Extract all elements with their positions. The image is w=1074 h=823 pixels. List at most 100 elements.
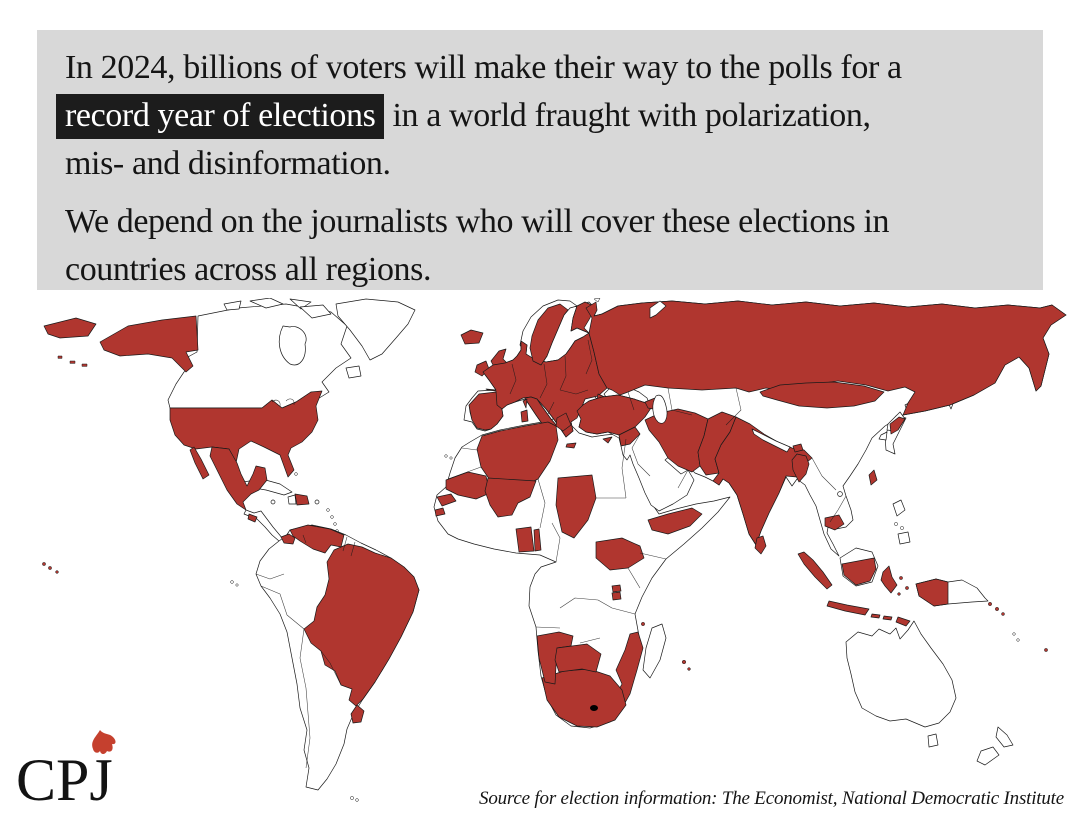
country-mongolia xyxy=(759,381,885,409)
country-indonesia-kalimantan xyxy=(841,557,877,586)
intro-para2-line-1: We depend on the journalists who will co… xyxy=(65,198,1043,246)
country-el-salvador xyxy=(247,513,258,523)
country-united-states xyxy=(169,390,323,478)
island-puerto-rico xyxy=(314,499,320,505)
island-visayas xyxy=(900,526,904,530)
country-south-sudan xyxy=(595,537,645,571)
border-lines-asia xyxy=(627,387,847,523)
island-new-zealand-south xyxy=(976,746,1000,766)
country-mexico xyxy=(209,446,268,511)
intro-line-3: mis- and disinformation. xyxy=(65,140,1043,188)
map-white-overlays xyxy=(590,300,791,711)
country-solomon-islands xyxy=(988,602,992,606)
country-united-states-hawaii xyxy=(48,566,52,570)
highlighted-phrase: record year of elections xyxy=(56,94,385,139)
island-bahamas xyxy=(294,472,298,476)
country-north-korea xyxy=(889,416,906,435)
island-falklands xyxy=(350,796,354,800)
aleutian-islands xyxy=(69,360,76,364)
country-mexico-baja xyxy=(189,446,210,480)
country-guinea-bissau xyxy=(434,507,446,517)
country-nepal xyxy=(751,428,791,453)
island-luzon xyxy=(892,499,906,517)
country-uruguay xyxy=(350,704,365,724)
island-newfoundland xyxy=(345,365,362,379)
country-indonesia-moluccas xyxy=(905,586,909,590)
intro-line-2: record year of elections in a world frau… xyxy=(56,92,1043,140)
map-highlighted-countries xyxy=(42,300,1067,728)
country-sri-lanka xyxy=(754,535,767,555)
world-map xyxy=(42,298,1067,802)
intro-para2-line-2: countries across all regions. xyxy=(65,246,1043,294)
country-rwanda xyxy=(611,584,622,593)
country-sweden xyxy=(529,303,569,366)
island-galapagos xyxy=(230,580,234,584)
country-dominican-republic xyxy=(294,493,310,506)
border-lines-africa xyxy=(447,438,667,644)
arctic-island xyxy=(223,300,242,311)
arctic-island xyxy=(289,298,312,310)
arctic-island xyxy=(299,304,332,319)
island-antilles xyxy=(326,508,330,512)
flame-icon xyxy=(92,730,116,754)
island-canary xyxy=(449,456,453,460)
intro-line-2-text: in a world fraught with polarization, xyxy=(384,97,871,134)
map-border-lines xyxy=(255,339,847,769)
country-united-states-hawaii xyxy=(55,570,59,574)
country-indonesia-sumatra xyxy=(797,551,833,590)
island-galapagos xyxy=(235,583,239,587)
country-brazil xyxy=(303,543,420,707)
country-russia-chukotka xyxy=(43,317,97,339)
country-cambodia xyxy=(824,514,845,531)
country-taiwan xyxy=(868,469,878,486)
country-haiti xyxy=(287,494,297,505)
country-panama xyxy=(280,533,296,545)
intro-text-block: In 2024, billions of voters will make th… xyxy=(37,30,1043,294)
island-canary xyxy=(444,454,448,458)
country-comoros xyxy=(641,622,645,626)
border-lines-south-america xyxy=(255,534,356,769)
country-solomon-islands xyxy=(995,607,999,611)
island-antilles xyxy=(333,522,337,526)
country-botswana xyxy=(554,643,602,673)
intro-line-1: In 2024, billions of voters will make th… xyxy=(65,44,1043,92)
country-lesotho xyxy=(590,705,598,711)
country-chad xyxy=(555,474,597,539)
intro-para2-line-1-text: We depend on the journalists who will co… xyxy=(65,203,890,240)
island-visayas xyxy=(894,522,898,526)
island-corsica xyxy=(522,398,528,409)
island-new-zealand-north xyxy=(995,726,1014,748)
island-falklands xyxy=(355,798,359,802)
region-somaliland xyxy=(647,507,703,535)
country-solomon-islands xyxy=(1001,612,1005,616)
country-bhutan xyxy=(792,443,804,453)
intro-line-1-text: In 2024, billions of voters will make th… xyxy=(65,49,902,86)
country-united-states-hawaii xyxy=(42,562,46,566)
country-indonesia-lesser-sunda xyxy=(870,613,881,619)
country-indonesia-java xyxy=(826,600,870,616)
border-lines-north-america xyxy=(271,398,295,407)
country-senegal xyxy=(436,493,457,507)
intro-para2-line-2-text: countries across all regions. xyxy=(65,251,432,288)
country-indonesia-moluccas xyxy=(897,592,901,596)
island-crete xyxy=(565,442,577,449)
country-indonesia-papua xyxy=(915,578,949,607)
island-svalbard xyxy=(593,298,601,303)
island-antilles xyxy=(330,515,334,519)
intro-panel: In 2024, billions of voters will make th… xyxy=(37,30,1043,290)
island-timor xyxy=(895,616,911,627)
border-lines-europe xyxy=(468,339,593,421)
island-madagascar xyxy=(642,623,667,679)
country-indonesia-moluccas xyxy=(899,576,903,580)
island-vanuatu xyxy=(1016,638,1020,642)
country-syria xyxy=(618,426,641,447)
cpj-logo: CPJ xyxy=(16,730,116,813)
intro-line-3-text: mis- and disinformation. xyxy=(65,145,391,182)
country-fiji xyxy=(1044,648,1048,652)
country-indonesia-sulawesi xyxy=(880,565,898,594)
landmass-greenland xyxy=(335,298,416,361)
country-mauritius xyxy=(687,667,691,671)
caspian-sea xyxy=(652,394,668,424)
island-sardinia xyxy=(520,409,529,423)
arctic-island xyxy=(249,298,284,309)
